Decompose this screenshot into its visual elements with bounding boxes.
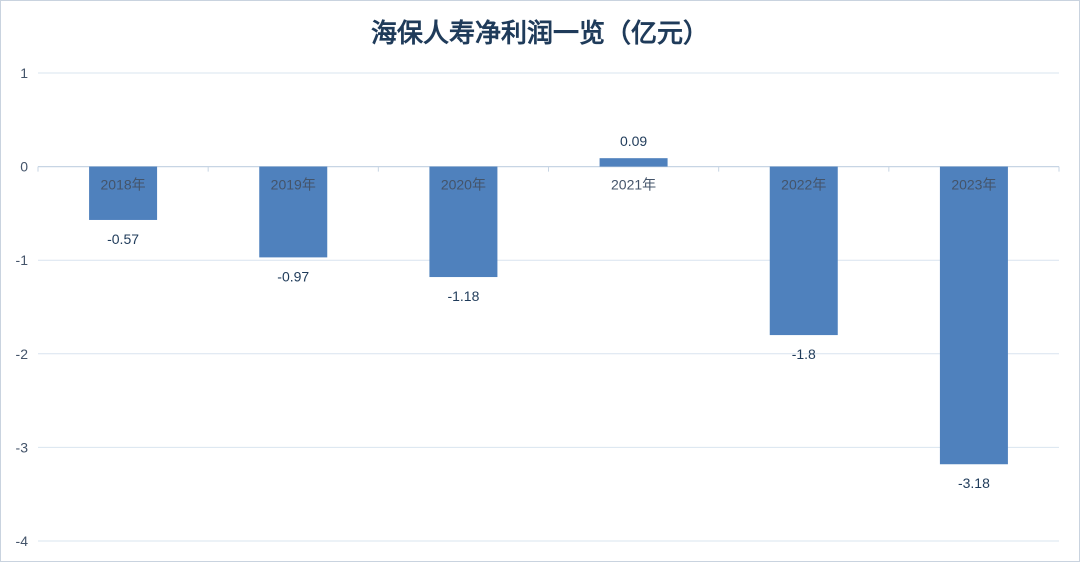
data-label: -0.57 (107, 231, 139, 247)
y-tick-label: 1 (20, 65, 28, 81)
chart-title: 海保人寿净利润一览（亿元） (370, 19, 709, 49)
bar (939, 166, 1008, 465)
bar (259, 166, 328, 258)
y-tick-label: -4 (16, 533, 29, 549)
data-label: -0.97 (277, 268, 309, 284)
data-label: -1.8 (792, 346, 816, 362)
y-tick-label: 0 (20, 159, 28, 175)
y-tick-label: -2 (16, 346, 29, 362)
bar (769, 166, 838, 336)
bar (89, 166, 158, 220)
category-label: 2018年 (101, 177, 146, 193)
category-label: 2021年 (611, 177, 656, 193)
category-label: 2023年 (951, 177, 996, 193)
category-label: 2022年 (781, 177, 826, 193)
data-label: 0.09 (620, 133, 647, 149)
y-tick-label: -1 (16, 252, 29, 268)
y-tick-label: -3 (16, 439, 29, 455)
data-label: -3.18 (958, 475, 990, 491)
bar (429, 166, 498, 278)
category-label: 2020年 (441, 177, 486, 193)
bar (599, 158, 668, 167)
category-label: 2019年 (271, 177, 316, 193)
data-label: -1.18 (447, 288, 479, 304)
